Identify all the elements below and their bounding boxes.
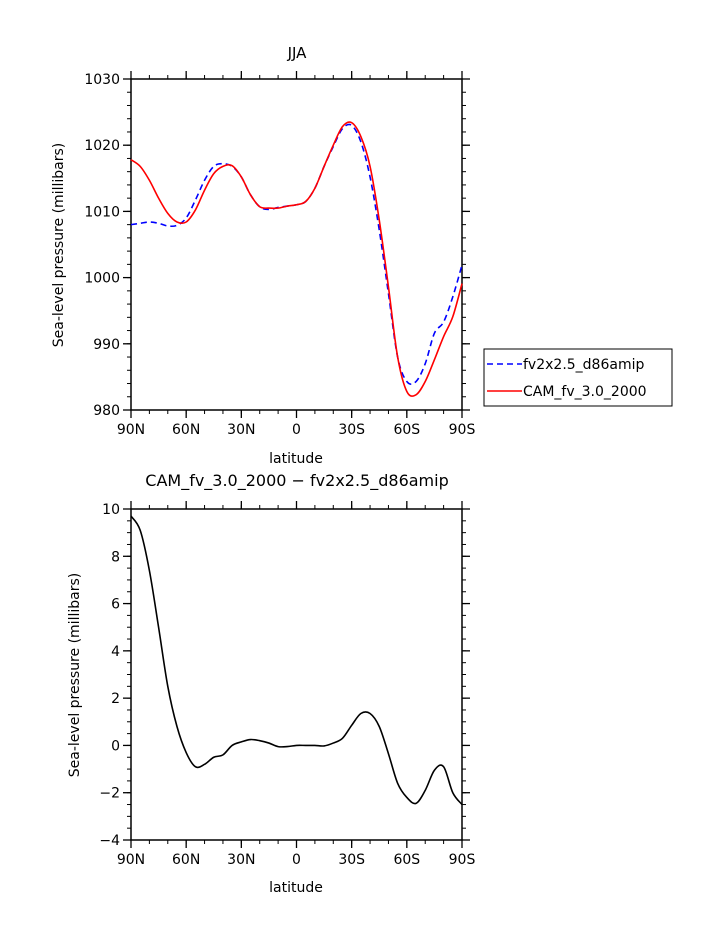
y-tick-label: 1000 (84, 271, 120, 287)
y-tick-label: 6 (111, 597, 120, 613)
plot-frame (130, 78, 463, 411)
x-tick-label: 90S (449, 852, 476, 868)
legend-box (483, 348, 673, 407)
series-line-CAM_fv_3.0_2000 (130, 121, 463, 397)
legend-label: fv2x2.5_d86amip (523, 357, 644, 373)
y-tick-label: −4 (99, 833, 120, 849)
y-tick-label: 1010 (84, 204, 120, 220)
y-axis-label: Sea-level pressure (millibars) (51, 143, 67, 347)
x-tick-label: 30S (338, 422, 365, 438)
x-tick-label: 0 (292, 422, 301, 438)
x-tick-label: 60N (172, 422, 200, 438)
x-tick-label: 0 (292, 852, 301, 868)
x-tick-label: 60S (393, 422, 420, 438)
y-tick-label: 4 (111, 644, 120, 660)
x-tick-label: 90N (117, 422, 145, 438)
y-tick-label: 1020 (84, 138, 120, 154)
x-tick-label: 30N (227, 422, 255, 438)
y-tick-label: 990 (93, 337, 120, 353)
y-tick-label: −2 (99, 786, 120, 802)
y-tick-label: 0 (111, 738, 120, 754)
series-line-difference (130, 515, 463, 806)
x-axis-label: latitude (269, 880, 323, 896)
panel-difference: CAM_fv_3.0_2000 − fv2x2.5_d86amip latitu… (67, 471, 475, 896)
x-tick-label: 90S (449, 422, 476, 438)
y-axis-label: Sea-level pressure (millibars) (67, 573, 83, 777)
x-tick-label: 60S (393, 852, 420, 868)
legend-label: CAM_fv_3.0_2000 (523, 384, 647, 400)
x-tick-label: 30S (338, 852, 365, 868)
y-tick-label: 10 (102, 502, 120, 518)
y-tick-label: 1030 (84, 72, 120, 88)
y-tick-label: 8 (111, 549, 120, 565)
chart-title: CAM_fv_3.0_2000 − fv2x2.5_d86amip (145, 471, 448, 491)
x-tick-label: 30N (227, 852, 255, 868)
series-line-fv2x2.5_d86amip (130, 123, 463, 385)
x-axis-label: latitude (269, 451, 323, 467)
y-tick-label: 980 (93, 403, 120, 419)
x-tick-label: 60N (172, 852, 200, 868)
panel-jja: JJA latitude Sea-level pressure (milliba… (51, 44, 475, 467)
plot-frame (130, 508, 463, 841)
y-tick-label: 2 (111, 691, 120, 707)
x-tick-label: 90N (117, 852, 145, 868)
chart-title: JJA (287, 44, 308, 62)
legend: fv2x2.5_d86amip CAM_fv_3.0_2000 (483, 348, 673, 407)
